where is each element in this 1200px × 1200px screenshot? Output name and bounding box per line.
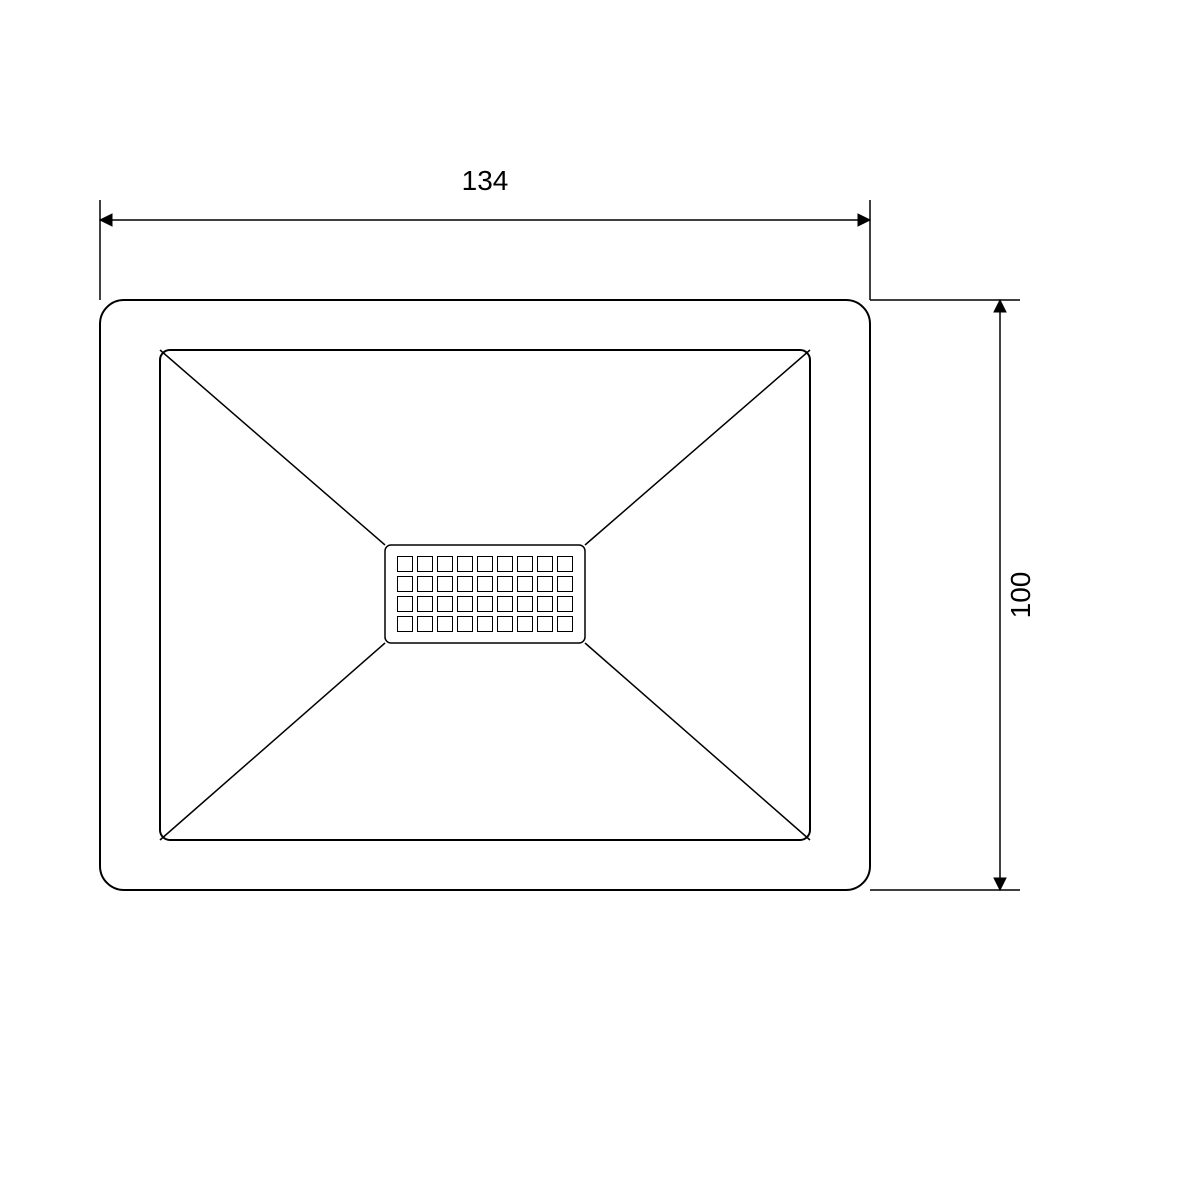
led-cell	[518, 577, 533, 592]
led-cell	[518, 557, 533, 572]
led-cell	[538, 577, 553, 592]
led-cell	[438, 617, 453, 632]
led-cell	[478, 617, 493, 632]
led-cell	[438, 557, 453, 572]
led-cell	[458, 557, 473, 572]
led-cell	[558, 577, 573, 592]
led-cell	[398, 557, 413, 572]
led-cell	[478, 557, 493, 572]
led-cell	[478, 597, 493, 612]
height-dim-value: 100	[1005, 572, 1036, 619]
led-cell	[538, 617, 553, 632]
led-cell	[498, 597, 513, 612]
led-cell	[538, 557, 553, 572]
led-cell	[518, 617, 533, 632]
led-cell	[478, 577, 493, 592]
led-cell	[458, 617, 473, 632]
led-cell	[558, 557, 573, 572]
led-cell	[498, 617, 513, 632]
led-cell	[418, 617, 433, 632]
led-cell	[418, 557, 433, 572]
led-cell	[458, 597, 473, 612]
led-cell	[438, 577, 453, 592]
led-cell	[418, 597, 433, 612]
led-cell	[398, 577, 413, 592]
led-cell	[498, 577, 513, 592]
led-cell	[438, 597, 453, 612]
led-cell	[398, 597, 413, 612]
led-cell	[418, 577, 433, 592]
led-cell	[498, 557, 513, 572]
led-cell	[458, 577, 473, 592]
led-cell	[398, 617, 413, 632]
led-cell	[518, 597, 533, 612]
led-cell	[558, 597, 573, 612]
technical-drawing: 134 100	[0, 0, 1200, 1200]
led-cell	[538, 597, 553, 612]
width-dim-value: 134	[462, 165, 509, 196]
led-cell	[558, 617, 573, 632]
